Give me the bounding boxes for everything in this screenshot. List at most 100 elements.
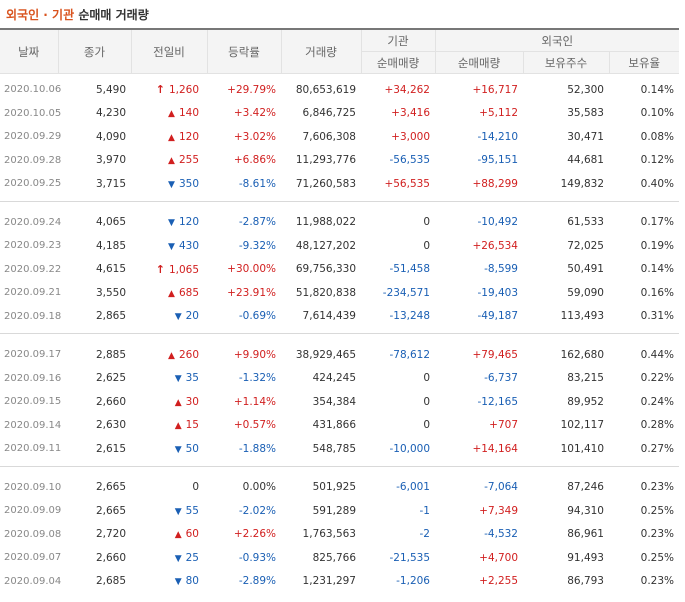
cell-holdings: 52,300 xyxy=(567,83,604,96)
table-row: 2020.09.29 4,090 ▲ 120 +3.02% 7,606,308 +3,000… xyxy=(0,125,679,149)
table-row: 2020.09.25 3,715 ▼ 350 -8.61% 71,260,583 +56,5… xyxy=(0,172,679,196)
cell-close: 2,625 xyxy=(95,372,126,385)
cell-rate: -2.87% xyxy=(238,216,276,229)
cell-holding-ratio: 0.19% xyxy=(640,239,674,252)
up-triangle-icon: ▲ xyxy=(174,397,182,408)
cell-change: ▲ 120 xyxy=(131,125,207,149)
cell-volume: 431,866 xyxy=(312,419,356,432)
cell-date: 2020.10.06 xyxy=(4,84,62,96)
cell-change: ▲ 15 xyxy=(131,414,207,438)
cell-change: ▲ 30 xyxy=(131,390,207,414)
limit-up-arrow-icon: ↑ xyxy=(155,262,165,276)
table-row: 2020.09.15 2,660 ▲ 30 +1.14% 354,384 0 -12,165 8… xyxy=(0,390,679,414)
change-value: 55 xyxy=(185,504,199,517)
cell-volume: 51,820,838 xyxy=(295,286,356,299)
cell-inst-net: +3,416 xyxy=(391,107,430,120)
cell-volume: 354,384 xyxy=(312,395,356,408)
cell-volume: 11,988,022 xyxy=(295,216,356,229)
change-value: 120 xyxy=(178,216,199,229)
cell-close: 4,090 xyxy=(95,130,126,143)
title-volume-label: 순매매 거래량 xyxy=(78,8,149,22)
group-divider xyxy=(0,196,679,207)
cell-rate: +23.91% xyxy=(227,286,276,299)
cell-close: 2,630 xyxy=(95,419,126,432)
change-value: 60 xyxy=(185,528,199,541)
cell-holding-ratio: 0.17% xyxy=(640,216,674,229)
table-row: 2020.09.11 2,615 ▼ 50 -1.88% 548,785 -10,000 +1… xyxy=(0,437,679,461)
cell-foreign-net: +14,164 xyxy=(472,442,518,455)
cell-volume: 6,846,725 xyxy=(302,107,356,120)
change-value: 25 xyxy=(185,551,199,564)
table-row: 2020.09.08 2,720 ▲ 60 +2.26% 1,763,563 -2 -4,53… xyxy=(0,523,679,547)
table-title: 외국인 · 기관 순매매 거래량 xyxy=(6,6,149,26)
cell-holdings: 94,310 xyxy=(567,504,604,517)
table-row: 2020.10.06 5,490 ↑ 1,260 +29.79% 80,653,619 +3… xyxy=(0,74,679,102)
cell-rate: +6.86% xyxy=(233,154,276,167)
cell-date: 2020.10.05 xyxy=(4,107,62,119)
cell-close: 4,065 xyxy=(95,216,126,229)
header-date: 날짜 xyxy=(0,28,59,74)
cell-holdings: 149,832 xyxy=(560,177,604,190)
table-row: 2020.09.07 2,660 ▼ 25 -0.93% 825,766 -21,535 +4… xyxy=(0,546,679,570)
cell-volume: 80,653,619 xyxy=(295,83,356,96)
cell-date: 2020.09.11 xyxy=(4,443,62,455)
cell-rate: -1.32% xyxy=(238,372,276,385)
change-value: 20 xyxy=(185,310,199,323)
cell-volume: 11,293,776 xyxy=(295,154,356,167)
down-triangle-icon: ▼ xyxy=(174,553,182,564)
cell-change: ▼ 80 xyxy=(131,570,207,594)
table-row: 2020.09.16 2,625 ▼ 35 -1.32% 424,245 0 -6,737 83… xyxy=(0,367,679,391)
cell-foreign-net: +7,349 xyxy=(479,504,518,517)
cell-foreign-net: +707 xyxy=(489,419,518,432)
cell-foreign-net: -14,210 xyxy=(477,130,518,143)
table-row: 2020.09.17 2,885 ▲ 260 +9.90% 38,929,465 -78,6… xyxy=(0,339,679,367)
cell-rate: +30.00% xyxy=(227,263,276,276)
cell-foreign-net: -10,492 xyxy=(477,216,518,229)
cell-date: 2020.09.09 xyxy=(4,505,62,517)
cell-holdings: 87,246 xyxy=(567,481,604,494)
header-rate: 등락률 xyxy=(207,28,282,74)
cell-holding-ratio: 0.14% xyxy=(640,83,674,96)
cell-holding-ratio: 0.25% xyxy=(640,504,674,517)
cell-change: ▼ 55 xyxy=(131,499,207,523)
cell-holding-ratio: 0.23% xyxy=(640,575,674,588)
cell-close: 2,665 xyxy=(95,504,126,517)
header-inst-net: 순매매량 xyxy=(361,51,436,74)
up-triangle-icon: ▲ xyxy=(168,156,175,167)
cell-date: 2020.09.25 xyxy=(4,178,62,190)
cell-date: 2020.09.07 xyxy=(4,552,62,564)
cell-close: 4,230 xyxy=(95,107,126,120)
cell-holdings: 35,583 xyxy=(567,107,604,120)
table-body: 2020.10.06 5,490 ↑ 1,260 +29.79% 80,653,619 +3… xyxy=(0,74,679,594)
cell-rate: -8.61% xyxy=(238,177,276,190)
cell-inst-net: -1 xyxy=(419,504,430,517)
cell-inst-net: 0 xyxy=(423,419,430,432)
cell-inst-net: 0 xyxy=(423,216,430,229)
change-value: 0 xyxy=(192,481,199,494)
cell-close: 4,185 xyxy=(95,239,126,252)
change-value: 260 xyxy=(178,348,199,361)
header-holdings: 보유주수 xyxy=(523,51,610,74)
cell-holding-ratio: 0.16% xyxy=(640,286,674,299)
down-triangle-icon: ▼ xyxy=(168,241,175,252)
cell-change: ▲ 60 xyxy=(131,523,207,547)
cell-foreign-net: -8,599 xyxy=(484,263,518,276)
cell-change: ▲ 685 xyxy=(131,281,207,305)
cell-date: 2020.09.22 xyxy=(4,263,62,275)
cell-date: 2020.09.17 xyxy=(4,349,62,361)
cell-foreign-net: -19,403 xyxy=(477,286,518,299)
cell-holdings: 72,025 xyxy=(567,239,604,252)
cell-close: 2,660 xyxy=(95,551,126,564)
up-triangle-icon: ▲ xyxy=(174,530,182,541)
table-row: 2020.09.22 4,615 ↑ 1,065 +30.00% 69,756,330 -5… xyxy=(0,258,679,282)
down-triangle-icon: ▼ xyxy=(174,444,182,455)
cell-inst-net: +3,000 xyxy=(391,130,430,143)
cell-holdings: 50,491 xyxy=(567,263,604,276)
cell-holding-ratio: 0.10% xyxy=(640,107,674,120)
cell-holding-ratio: 0.28% xyxy=(640,419,674,432)
cell-change: ↑ 1,260 xyxy=(131,74,207,102)
down-triangle-icon: ▼ xyxy=(174,374,182,385)
cell-change: ▼ 120 xyxy=(131,207,207,235)
cell-change: ↑ 1,065 xyxy=(131,258,207,282)
cell-date: 2020.09.23 xyxy=(4,240,62,252)
